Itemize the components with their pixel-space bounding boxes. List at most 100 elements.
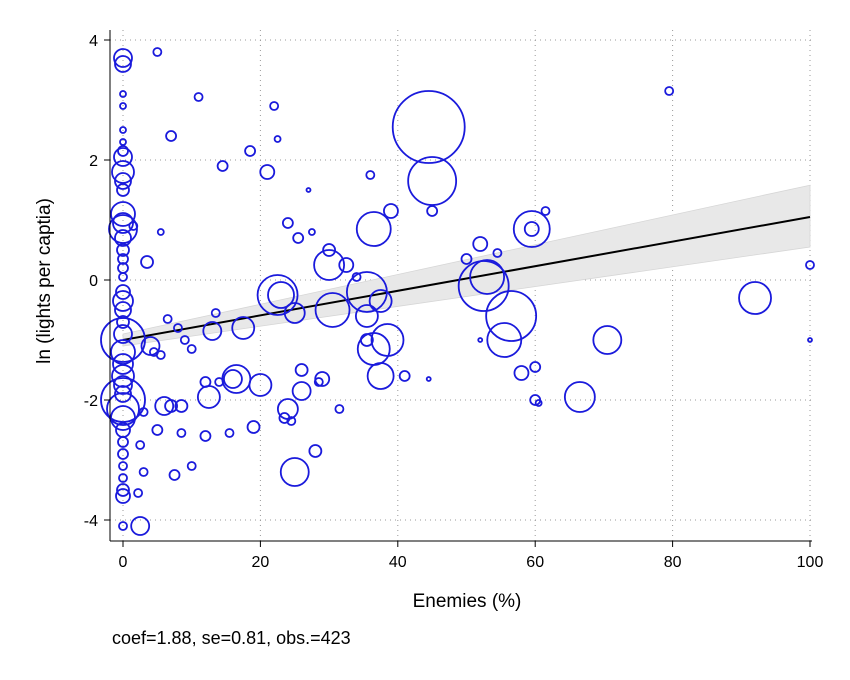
data-point xyxy=(118,473,128,483)
data-point xyxy=(114,229,132,247)
grid xyxy=(110,30,812,541)
data-point xyxy=(140,255,154,269)
data-point xyxy=(738,281,772,315)
data-point xyxy=(138,467,149,477)
data-point xyxy=(286,416,297,426)
axes xyxy=(104,30,812,547)
data-point xyxy=(469,259,506,295)
data-point xyxy=(279,457,310,487)
data-point xyxy=(224,428,235,438)
data-point xyxy=(460,253,473,265)
data-point xyxy=(534,399,543,407)
data-point xyxy=(176,428,187,438)
data-point xyxy=(114,385,132,403)
data-point xyxy=(529,361,542,373)
data-point xyxy=(477,337,484,343)
data-point xyxy=(221,364,252,394)
data-point xyxy=(113,324,133,344)
data-point xyxy=(119,102,127,110)
data-points xyxy=(100,47,815,536)
data-point xyxy=(398,370,411,382)
data-point xyxy=(112,290,134,312)
data-point xyxy=(334,404,345,414)
data-point xyxy=(292,232,305,244)
data-point xyxy=(664,86,675,96)
data-point xyxy=(273,135,282,143)
data-point xyxy=(118,521,128,531)
data-point xyxy=(322,243,337,257)
data-point xyxy=(540,206,551,216)
data-point xyxy=(355,211,392,247)
data-point xyxy=(116,183,130,197)
data-point xyxy=(281,217,294,229)
data-point xyxy=(110,339,136,365)
data-point xyxy=(308,444,323,458)
data-point xyxy=(112,353,134,375)
data-point xyxy=(365,170,376,180)
data-point xyxy=(119,138,127,146)
data-point xyxy=(199,430,212,442)
data-point xyxy=(246,420,261,434)
data-point xyxy=(151,424,164,436)
regression-annotation: coef=1.88, se=0.81, obs.=423 xyxy=(112,628,351,648)
data-point xyxy=(291,381,312,401)
y-axis-title: ln (lights per captia) xyxy=(34,198,55,364)
data-point xyxy=(267,281,295,309)
data-point xyxy=(117,448,129,460)
data-point xyxy=(391,90,466,164)
x-axis-title: Enemies (%) xyxy=(413,591,522,612)
data-point xyxy=(115,488,131,504)
data-point xyxy=(425,376,432,382)
x-tick-label: 20 xyxy=(252,554,270,571)
data-point xyxy=(117,253,129,265)
data-point xyxy=(368,289,393,313)
data-point xyxy=(210,308,221,318)
data-point xyxy=(426,205,439,217)
data-point xyxy=(314,371,331,387)
data-point xyxy=(113,375,133,395)
data-point xyxy=(313,249,346,281)
data-point xyxy=(110,405,136,431)
data-point xyxy=(807,337,813,343)
data-point xyxy=(133,488,144,498)
data-point xyxy=(283,302,306,324)
data-point xyxy=(512,210,551,248)
data-point xyxy=(492,248,503,258)
y-tick-label: -2 xyxy=(84,393,98,410)
data-point xyxy=(119,90,127,98)
data-point xyxy=(231,316,256,340)
data-point xyxy=(486,322,523,358)
data-point xyxy=(592,325,623,355)
data-point xyxy=(113,48,133,68)
data-point xyxy=(156,228,165,236)
y-tick-label: 4 xyxy=(89,33,98,50)
x-tick-label: 40 xyxy=(389,554,407,571)
data-point xyxy=(162,314,173,324)
data-point xyxy=(118,461,128,471)
data-point xyxy=(354,304,379,328)
data-point xyxy=(154,396,175,416)
y-tick-label: 0 xyxy=(89,273,98,290)
data-point xyxy=(117,436,129,448)
x-tick-label: 60 xyxy=(526,554,544,571)
data-point xyxy=(128,221,139,231)
data-point xyxy=(193,92,204,102)
data-point xyxy=(152,47,163,57)
data-point xyxy=(118,272,128,282)
data-point xyxy=(314,292,351,328)
data-point xyxy=(294,363,309,377)
data-point xyxy=(202,321,223,341)
data-point xyxy=(130,516,151,536)
data-point xyxy=(196,385,221,409)
data-point xyxy=(305,187,312,193)
data-point xyxy=(269,101,280,111)
data-point xyxy=(173,323,183,333)
data-point xyxy=(138,407,149,417)
data-point xyxy=(244,145,256,157)
data-point xyxy=(308,228,316,236)
data-point xyxy=(110,201,136,227)
y-tick-label: 2 xyxy=(89,153,98,170)
data-point xyxy=(256,274,299,316)
data-point xyxy=(114,172,132,190)
